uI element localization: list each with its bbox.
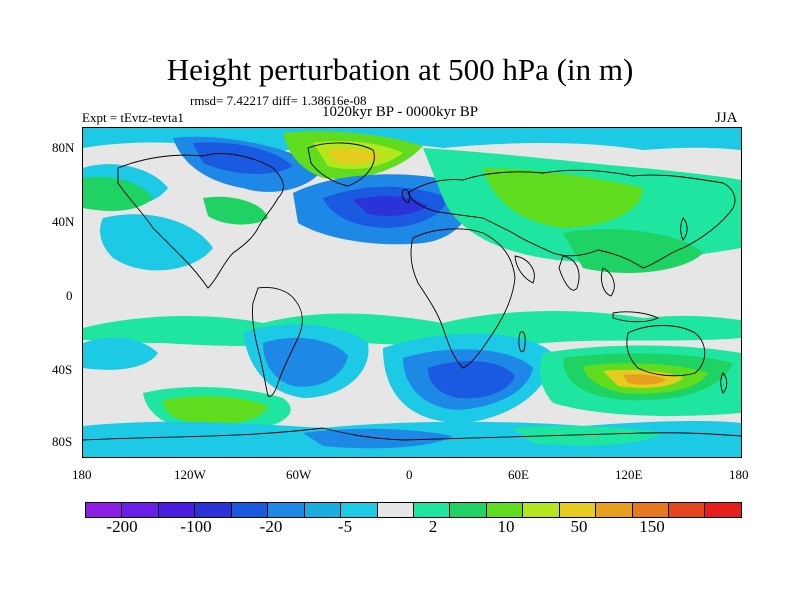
colorbar-label: 50 <box>570 517 588 536</box>
coastline-southeast-asia <box>600 267 615 297</box>
coastline-australia <box>626 325 706 377</box>
colorbar-segment <box>195 503 232 517</box>
colorbar-segment <box>559 503 597 517</box>
contour-samerica-sky <box>263 337 348 387</box>
colorbar-label: 2 <box>428 517 438 536</box>
stats-text: rmsd= 7.42217 diff= 1.38616e-08 <box>190 93 367 108</box>
colorbar-segment <box>632 503 669 517</box>
colorbar-segment <box>86 503 123 517</box>
coastline-eurasia <box>407 169 736 269</box>
colorbar <box>85 502 742 518</box>
colorbar-segment <box>158 503 196 517</box>
coastline-arabia <box>514 255 535 284</box>
colorbar-label: -100 <box>180 517 212 536</box>
coastline-uk <box>401 189 411 204</box>
coastline-greenland <box>307 142 375 187</box>
coastline-japan <box>680 217 688 241</box>
contour-greenland-gold <box>328 148 383 164</box>
contour-fills <box>83 128 741 457</box>
colorbar-label: -200 <box>106 517 138 536</box>
y-tick-80n: 80N <box>52 140 75 155</box>
coastline-new-zealand <box>720 372 728 394</box>
x-tick-180w: 180 <box>72 467 92 482</box>
contour-npacific-teal <box>100 214 213 271</box>
colorbar-segment <box>596 503 633 517</box>
map-panel <box>82 127 742 458</box>
coastline-antarctica <box>83 427 741 441</box>
contour-asia-green <box>563 229 703 273</box>
y-tick-80s: 80S <box>52 434 73 449</box>
map-title: Height perturbation at 500 hPa (in m) <box>166 52 634 87</box>
contour-wcoast-green <box>203 196 268 225</box>
colorbar-label: -5 <box>337 517 353 536</box>
x-tick-60w: 60W <box>286 467 312 482</box>
colorbar-segment <box>413 503 451 517</box>
contour-west-teal <box>83 337 158 370</box>
colorbar-segment <box>231 503 269 517</box>
contour-canada-blue <box>193 142 293 174</box>
contour-eurasia-lime <box>483 168 643 228</box>
x-tick-60e: 60E <box>508 467 529 482</box>
colorbar-segment <box>450 503 487 517</box>
colorbar-segment <box>523 503 560 517</box>
colorbar-label: -20 <box>259 517 283 536</box>
colorbar-segment <box>669 503 706 517</box>
y-tick-40s: 40S <box>52 362 73 377</box>
experiment-label: Expt = tEvtz-tevta1 <box>82 110 184 125</box>
coastline-madagascar <box>518 331 526 353</box>
colorbar-segment <box>304 503 342 517</box>
colorbar-label: 150 <box>639 517 665 536</box>
coastlines <box>83 142 741 441</box>
period-label: 1020kyr BP - 0000kyr BP <box>322 104 479 120</box>
coastline-north-america <box>117 153 284 289</box>
x-tick-120w: 120W <box>174 467 206 482</box>
coastline-india <box>558 255 580 291</box>
contour-s-indian-blue <box>428 361 515 399</box>
coastline-indonesia <box>612 311 660 323</box>
contour-sw-lime <box>163 396 268 425</box>
x-tick-180e: 180 <box>729 467 749 482</box>
colorbar-segment <box>705 503 741 517</box>
colorbar-segment <box>341 503 378 517</box>
height-perturbation-map <box>83 128 741 457</box>
x-tick-0: 0 <box>406 467 413 482</box>
colorbar-label: 10 <box>497 517 515 536</box>
y-tick-equator: 0 <box>66 288 73 303</box>
colorbar-segment <box>486 503 524 517</box>
colorbar-segment <box>377 503 414 517</box>
coastline-africa <box>410 228 516 369</box>
colorbar-segment <box>122 503 159 517</box>
x-tick-120e: 120E <box>615 467 643 482</box>
coastline-south-america <box>252 287 303 397</box>
season-label: JJA <box>715 110 738 126</box>
contour-nwpacific-green <box>83 176 153 211</box>
colorbar-segment <box>268 503 305 517</box>
contour-s-pacific-orange <box>623 374 666 385</box>
y-tick-40n: 40N <box>52 214 75 229</box>
contour-antarctic-mint <box>513 425 663 446</box>
